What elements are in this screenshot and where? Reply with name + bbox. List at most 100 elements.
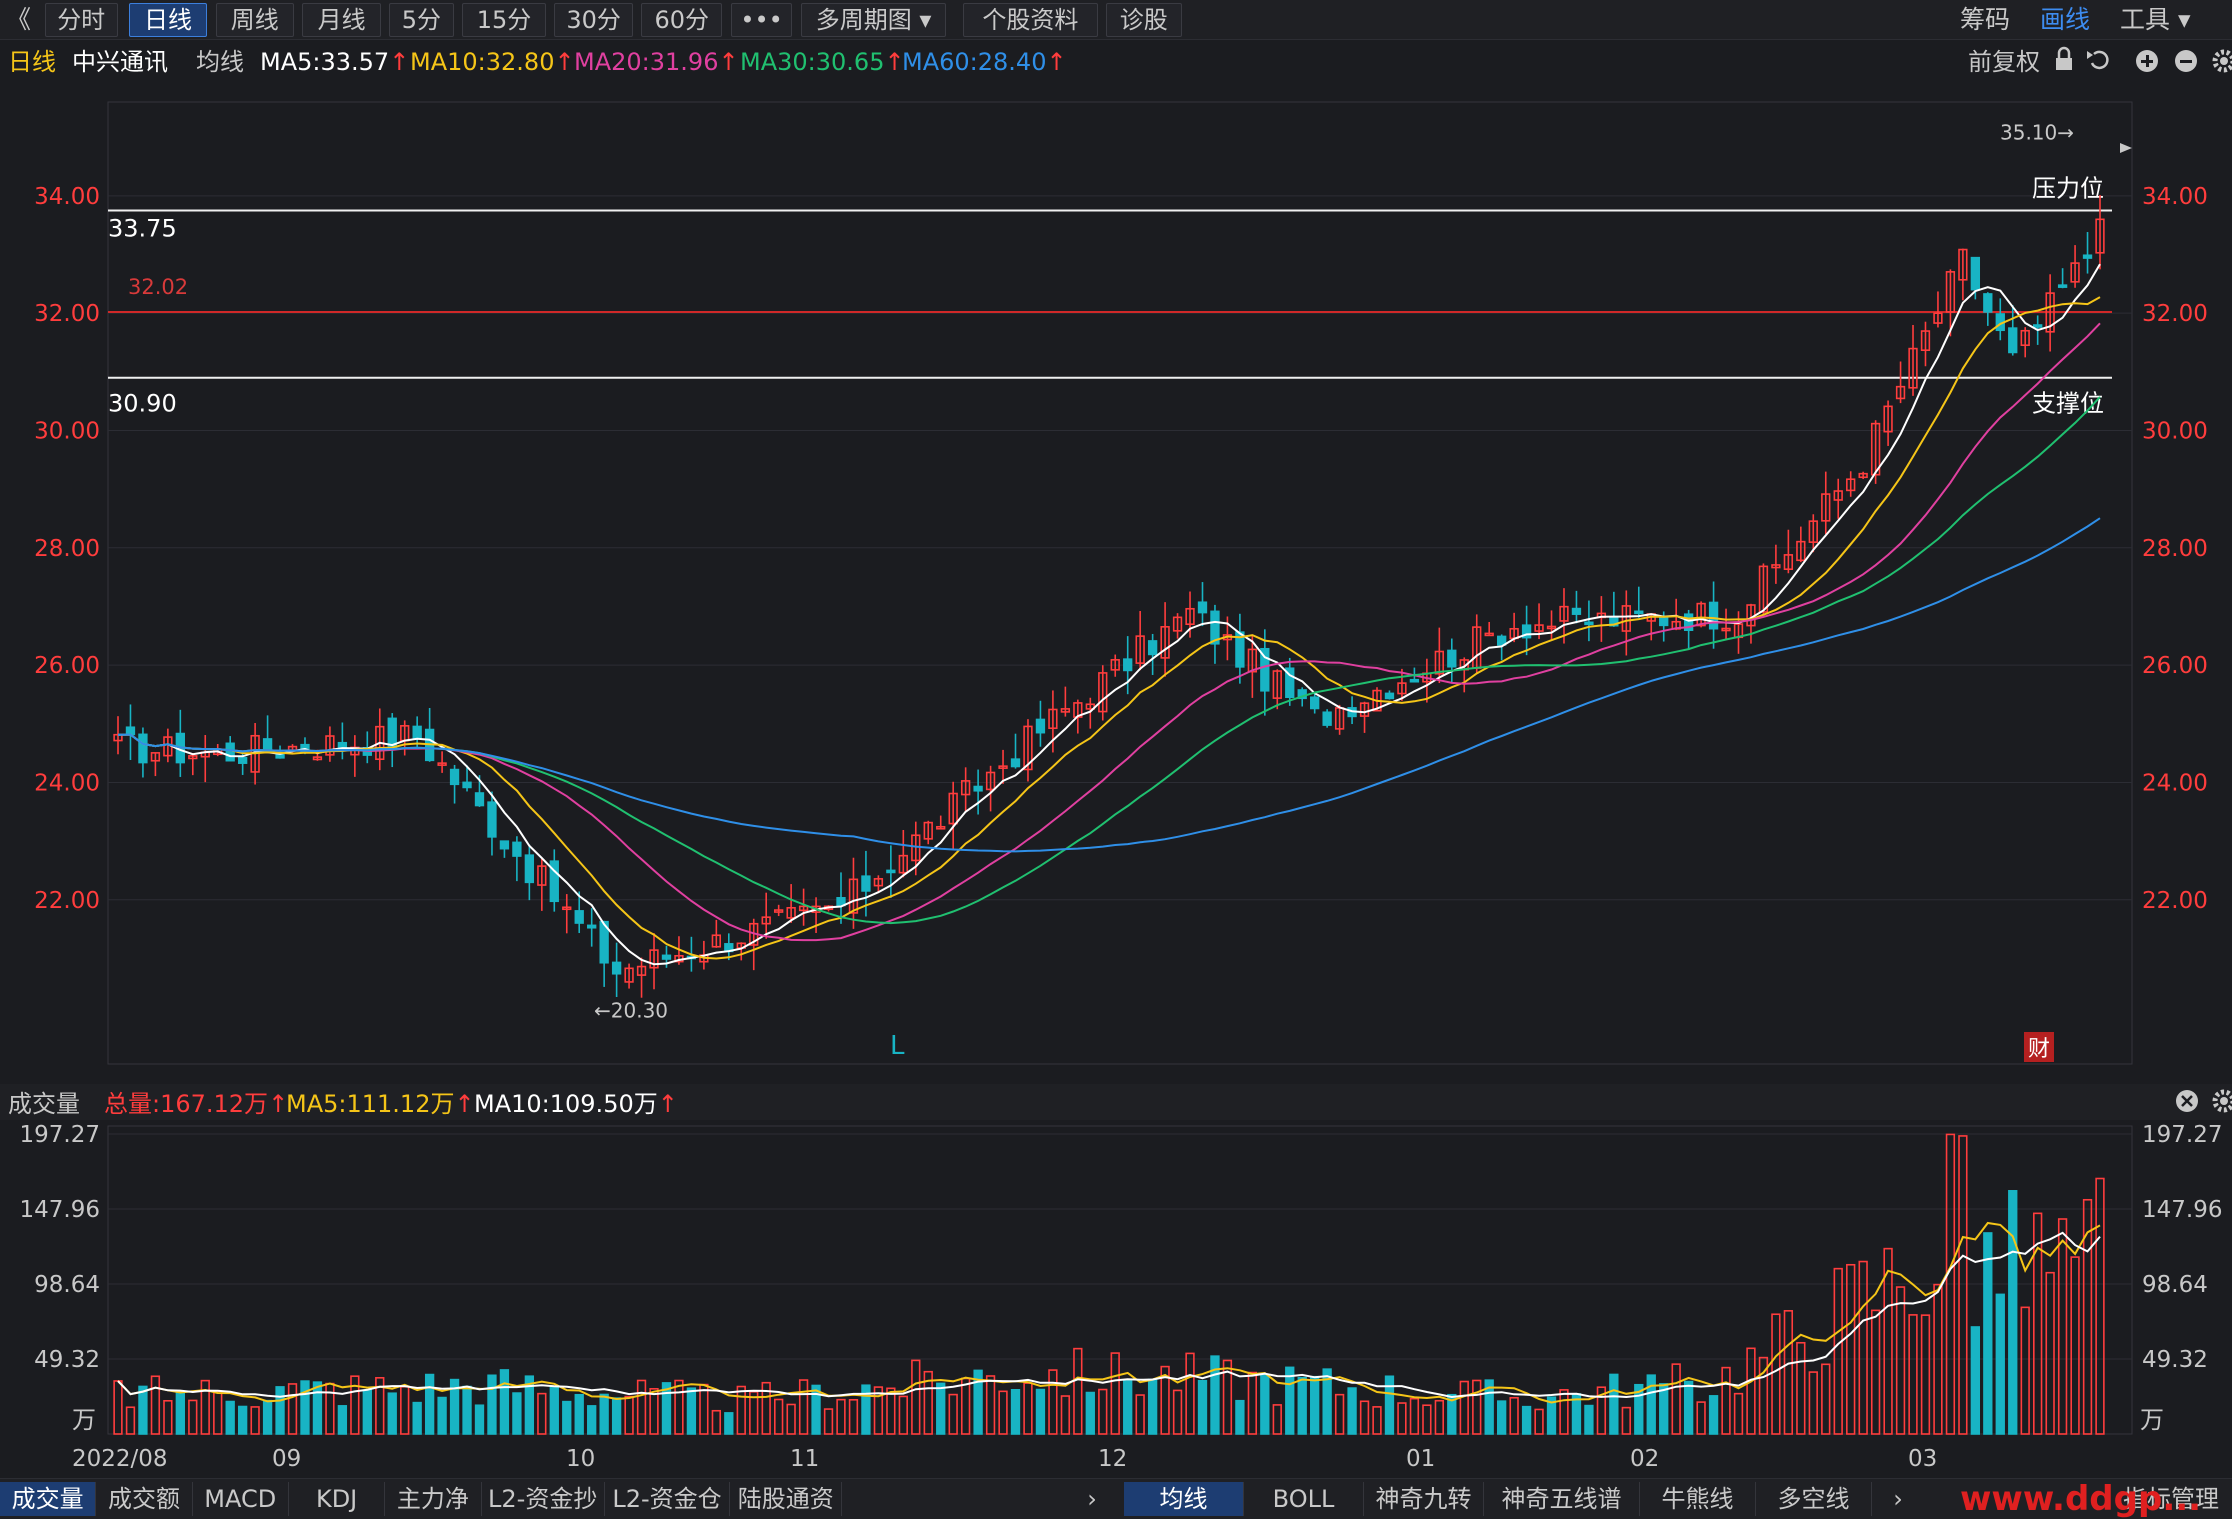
period-button[interactable]: 多周期图 ▾ <box>800 3 947 37</box>
volume-bar <box>1808 1371 1818 1435</box>
volume-title: 成交量 <box>8 1090 80 1118</box>
candle-body <box>1272 670 1282 699</box>
close-circle-icon[interactable] <box>2176 1090 2198 1112</box>
volume-bar <box>1222 1359 1233 1435</box>
ma-label[interactable]: 均线 <box>196 48 244 76</box>
candle-body <box>225 742 235 762</box>
candle-body <box>1858 472 1868 479</box>
current-price-pointer-icon <box>2120 143 2132 153</box>
period-button[interactable]: 月线 <box>302 3 381 37</box>
volume-bar <box>1858 1260 1868 1435</box>
period-button[interactable]: 30分 <box>554 3 633 37</box>
lock-icon[interactable] <box>2056 46 2072 70</box>
indicator-manage-button[interactable]: 指标管理 <box>2123 1485 2219 1513</box>
double-chevron-left-icon[interactable]: 《 <box>6 5 32 34</box>
ma10-line <box>117 296 2101 960</box>
candle-body <box>649 949 659 969</box>
candle-body <box>2095 218 2105 254</box>
indicator-tab[interactable]: 成交量 <box>0 1482 97 1516</box>
indicator-tab[interactable]: MACD <box>193 1482 289 1516</box>
volume-panel-frame <box>107 1125 2133 1435</box>
period-button[interactable]: 15分 <box>462 3 546 37</box>
volume-bar <box>749 1390 759 1435</box>
plus-circle-icon[interactable] <box>2136 50 2158 72</box>
l-marker[interactable]: L <box>890 1031 905 1061</box>
volume-bar <box>1683 1380 1694 1435</box>
gear-icon[interactable] <box>2212 49 2232 73</box>
date-tick: 10 <box>566 1446 595 1472</box>
volume-bar <box>798 1379 809 1435</box>
finance-marker[interactable]: 财 <box>2024 1032 2054 1062</box>
volume-bar <box>562 1400 572 1435</box>
draw-line-button[interactable]: 画线 <box>2040 5 2091 34</box>
volume-bar <box>1746 1347 1756 1435</box>
period-button[interactable]: 60分 <box>641 3 723 37</box>
resistance-label: 压力位 <box>2032 175 2104 203</box>
indicator-tab[interactable]: 陆股通资金 <box>730 1482 843 1516</box>
volume-bar <box>2095 1177 2105 1435</box>
ma-value-text: MA10:32.80 <box>410 48 554 76</box>
price-tick: 26.00 <box>34 653 100 679</box>
volume-bar <box>1584 1404 1594 1435</box>
ma60-line <box>117 517 2101 853</box>
volume-bar <box>1422 1404 1432 1435</box>
chevron-right-icon[interactable]: › <box>1893 1485 1903 1513</box>
volume-bar <box>1085 1391 1095 1435</box>
candle-body <box>1310 696 1320 710</box>
minus-circle-icon[interactable] <box>2175 50 2197 72</box>
volume-bar <box>2070 1256 2080 1435</box>
volume-bar <box>823 1408 834 1435</box>
indicator-tab[interactable]: 主力净额 <box>385 1482 482 1516</box>
volume-bar <box>449 1378 460 1435</box>
period-button[interactable]: 5分 <box>389 3 454 37</box>
volume-bar <box>1521 1405 1532 1435</box>
candle-body <box>1210 610 1220 645</box>
period-button[interactable]: 诊股 <box>1106 3 1182 37</box>
indicator-tab[interactable]: KDJ <box>289 1482 386 1516</box>
gear-icon[interactable] <box>2212 1089 2232 1113</box>
volume-tick: 197.27 <box>20 1122 100 1148</box>
ma-value: MA30:30.65↑ <box>740 48 905 76</box>
overlay-tab[interactable]: 多空线 <box>1756 1482 1872 1516</box>
overlay-tab[interactable]: 神奇九转 <box>1364 1482 1484 1516</box>
period-button[interactable]: 周线 <box>215 3 294 37</box>
volume-bar <box>1970 1326 1981 1435</box>
indicator-tab[interactable]: L2-资金抄底 <box>482 1482 605 1516</box>
date-tick: 02 <box>1630 1446 1659 1472</box>
tools-button[interactable]: 工具 ▾ <box>2120 5 2191 34</box>
period-button[interactable]: 分时 <box>44 3 118 37</box>
candle-body <box>948 792 958 825</box>
volume-bar <box>587 1405 597 1435</box>
overlay-tab[interactable]: 牛熊线 <box>1640 1482 1756 1516</box>
volume-bar <box>1920 1314 1931 1435</box>
price-tick: 22.00 <box>2142 888 2208 914</box>
volume-bar <box>1135 1394 1145 1435</box>
volume-bar <box>1384 1375 1395 1435</box>
volume-tick: 49.32 <box>2142 1347 2208 1373</box>
candle-body <box>1546 625 1557 630</box>
volume-bar <box>923 1370 933 1435</box>
price-tick: 30.00 <box>2142 418 2208 444</box>
candle-body <box>524 854 535 884</box>
chips-button[interactable]: 筹码 <box>1960 5 2011 34</box>
volume-bar <box>362 1389 372 1435</box>
highest-price-marker: 35.10→ <box>2000 120 2074 144</box>
period-button[interactable]: 个股资料 <box>963 3 1098 37</box>
volume-ma5: MA5:111.12万↑ <box>286 1090 475 1118</box>
price-panel-frame <box>107 101 2133 1065</box>
overlay-tab[interactable]: 均线 <box>1124 1482 1244 1516</box>
period-button[interactable]: 日线 <box>128 3 208 37</box>
indicator-tab[interactable]: L2-资金仓位 <box>605 1482 731 1516</box>
ma-lines <box>117 263 2101 966</box>
overlay-tab[interactable]: 神奇五线谱 <box>1484 1482 1640 1516</box>
undo-icon[interactable] <box>2087 50 2109 70</box>
indicator-tab[interactable]: 成交额 <box>96 1482 193 1516</box>
volume-bar <box>1771 1313 1781 1435</box>
chevron-right-icon[interactable]: › <box>1087 1485 1097 1513</box>
period-button[interactable]: ••• <box>730 3 793 37</box>
candle-body <box>2008 327 2018 354</box>
candle-body <box>1521 624 1532 639</box>
overlay-tab[interactable]: BOLL <box>1244 1482 1364 1516</box>
price-tick: 26.00 <box>2142 653 2208 679</box>
restore-mode[interactable]: 前复权 <box>1968 48 2040 76</box>
